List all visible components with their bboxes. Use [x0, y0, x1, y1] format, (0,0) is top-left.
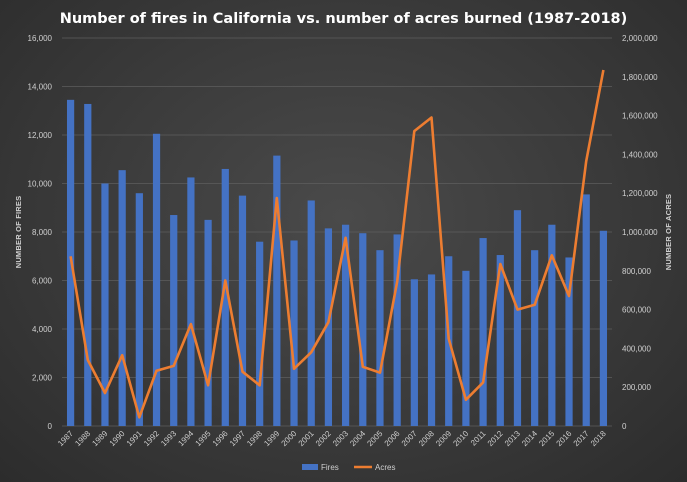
- right-axis-title: NUMBER OF ACRES: [664, 194, 673, 270]
- x-tick-label: 2007: [400, 429, 419, 448]
- bar-fires-1999: [273, 155, 281, 427]
- x-axis-ticks: 1987198819891990199119921993199419951996…: [56, 429, 608, 448]
- x-tick-label: 1997: [228, 429, 247, 448]
- legend-fires-swatch: [302, 464, 318, 470]
- bar-fires-2011: [479, 238, 487, 426]
- bar-fires-1991: [135, 193, 143, 426]
- bar-fires-2018: [599, 230, 608, 426]
- x-tick-label: 2009: [434, 429, 453, 448]
- y2-tick-label: 1,400,000: [622, 150, 658, 159]
- x-tick-label: 2012: [486, 429, 505, 448]
- gridlines: [62, 37, 612, 427]
- bar-fires-2017: [582, 194, 590, 426]
- x-tick-label: 2006: [383, 429, 402, 448]
- bar-fires-2000: [290, 240, 298, 426]
- x-tick-label: 2001: [297, 429, 316, 448]
- y2-tick-label: 1,000,000: [622, 228, 658, 237]
- y-tick-label: 16,000: [28, 34, 53, 43]
- x-tick-label: 2017: [572, 429, 591, 448]
- y2-tick-label: 200,000: [622, 383, 651, 392]
- x-tick-label: 1999: [262, 429, 281, 448]
- x-tick-label: 1996: [211, 429, 230, 448]
- x-tick-label: 1994: [176, 429, 195, 448]
- y2-tick-label: 600,000: [622, 306, 651, 315]
- x-tick-label: 2003: [331, 429, 350, 448]
- y-tick-label: 2,000: [32, 374, 53, 383]
- bar-fires-1997: [238, 195, 247, 426]
- bar-fires-1988: [84, 103, 92, 427]
- bar-fires-2004: [359, 233, 367, 426]
- y2-tick-label: 2,000,000: [622, 34, 658, 43]
- y-tick-label: 6,000: [32, 277, 53, 286]
- x-tick-label: 2010: [451, 429, 470, 448]
- x-tick-label: 1993: [159, 429, 178, 448]
- y-tick-label: 12,000: [28, 131, 53, 140]
- bar-fires-2006: [393, 234, 401, 426]
- bar-fires-2002: [324, 228, 333, 426]
- x-tick-label: 2005: [365, 429, 384, 448]
- bar-fires-1995: [204, 219, 212, 426]
- x-tick-label: 1992: [142, 429, 161, 448]
- y2-tick-label: 1,600,000: [622, 112, 658, 121]
- x-tick-label: 2018: [589, 429, 608, 448]
- bar-fires-1998: [256, 241, 264, 426]
- bar-fires-2008: [427, 274, 436, 426]
- right-axis-ticks: 0 200,000 400,000 600,000 800,000 1,000,000 1,…: [622, 34, 658, 431]
- x-tick-label: 1989: [90, 429, 109, 448]
- x-tick-label: 2008: [417, 429, 436, 448]
- bar-fires-2016: [565, 257, 573, 426]
- y-tick-label: 4,000: [32, 325, 53, 334]
- bar-fires-2003: [341, 224, 350, 426]
- x-tick-label: 2016: [554, 429, 573, 448]
- y2-tick-label: 1,200,000: [622, 189, 658, 198]
- bar-fires-2012: [496, 255, 504, 426]
- x-tick-label: 2004: [348, 429, 367, 448]
- legend-acres-label: Acres: [375, 463, 395, 472]
- legend-fires-label: Fires: [321, 463, 339, 472]
- x-tick-label: 2013: [503, 429, 522, 448]
- bar-fires-2001: [307, 200, 315, 426]
- y2-tick-label: 400,000: [622, 344, 651, 353]
- y-tick-label: 14,000: [28, 83, 53, 92]
- chart-title: Number of fires in California vs. number…: [60, 11, 628, 27]
- x-tick-label: 2014: [520, 429, 539, 448]
- bar-fires-2014: [531, 250, 539, 426]
- bar-fires-2013: [513, 210, 522, 426]
- y2-tick-label: 1,800,000: [622, 73, 658, 82]
- bar-fires-2005: [376, 250, 384, 426]
- x-tick-label: 1987: [56, 429, 75, 448]
- x-tick-label: 2000: [279, 429, 298, 448]
- fires-bars: [66, 99, 608, 427]
- x-tick-label: 1998: [245, 429, 264, 448]
- y2-tick-label: 800,000: [622, 267, 651, 276]
- x-tick-label: 1995: [194, 429, 213, 448]
- left-axis-title: NUMBER OF FIRES: [14, 196, 23, 269]
- bar-fires-1994: [187, 177, 195, 426]
- x-tick-label: 2002: [314, 429, 333, 448]
- x-tick-label: 2015: [537, 429, 556, 448]
- bar-fires-2015: [548, 224, 556, 426]
- bar-fires-2010: [462, 270, 470, 426]
- x-tick-label: 1991: [125, 429, 144, 448]
- bar-fires-2007: [410, 279, 418, 426]
- x-tick-label: 2011: [469, 429, 488, 448]
- x-tick-label: 1990: [108, 429, 127, 448]
- y2-tick-label: 0: [622, 422, 627, 431]
- bar-fires-1989: [101, 183, 109, 426]
- y-tick-label: 0: [48, 422, 53, 431]
- x-tick-label: 1988: [73, 429, 92, 448]
- bar-fires-1990: [118, 170, 126, 426]
- bar-fires-1992: [152, 133, 161, 426]
- legend: Fires Acres: [302, 463, 395, 472]
- bar-fires-1993: [170, 215, 178, 426]
- left-axis-ticks: 0 2,000 4,000 6,000 8,000 10,000 12,000 14,000 1…: [28, 34, 53, 431]
- acres-line: [69, 69, 605, 419]
- bar-fires-1996: [221, 168, 229, 426]
- y-tick-label: 8,000: [32, 228, 53, 237]
- y-tick-label: 10,000: [28, 180, 53, 189]
